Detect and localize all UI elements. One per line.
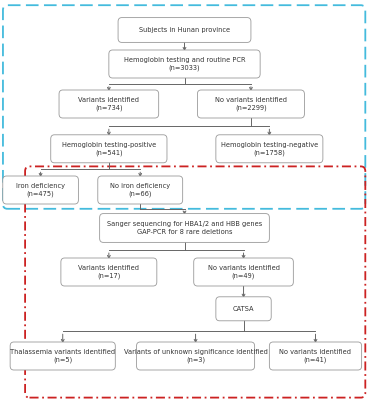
FancyBboxPatch shape [109,50,260,78]
Text: No variants identified
(n=41): No variants identified (n=41) [279,349,352,363]
FancyBboxPatch shape [269,342,362,370]
FancyBboxPatch shape [10,342,115,370]
Text: Hemoglobin testing-positive
(n=541): Hemoglobin testing-positive (n=541) [62,142,156,156]
Text: Variants identified
(n=734): Variants identified (n=734) [78,97,139,111]
Text: Subjects in Hunan province: Subjects in Hunan province [139,27,230,33]
FancyBboxPatch shape [100,214,269,242]
Text: CATSA: CATSA [233,306,254,312]
Text: No iron deficiency
(n=66): No iron deficiency (n=66) [110,183,170,197]
Text: No variants identified
(n=2299): No variants identified (n=2299) [215,97,287,111]
FancyBboxPatch shape [216,135,323,163]
FancyBboxPatch shape [98,176,183,204]
Text: Hemoglobin testing and routine PCR
(n=3033): Hemoglobin testing and routine PCR (n=30… [124,57,245,71]
Text: Sanger sequencing for HBA1/2 and HBB genes
GAP-PCR for 8 rare deletions: Sanger sequencing for HBA1/2 and HBB gen… [107,221,262,235]
Text: Variants of unknown significance identified
(n=3): Variants of unknown significance identif… [124,349,268,363]
FancyBboxPatch shape [137,342,255,370]
FancyBboxPatch shape [3,176,78,204]
FancyBboxPatch shape [118,18,251,42]
FancyBboxPatch shape [51,135,167,163]
FancyBboxPatch shape [194,258,293,286]
Text: Iron deficiency
(n=475): Iron deficiency (n=475) [16,183,65,197]
FancyBboxPatch shape [197,90,304,118]
FancyBboxPatch shape [59,90,159,118]
Text: Thalassemia variants identified
(n=5): Thalassemia variants identified (n=5) [10,349,115,363]
FancyBboxPatch shape [216,297,271,321]
Text: Variants identified
(n=17): Variants identified (n=17) [78,265,139,279]
FancyBboxPatch shape [61,258,157,286]
Text: No variants identified
(n=49): No variants identified (n=49) [207,265,280,279]
Text: Hemoglobin testing-negative
(n=1758): Hemoglobin testing-negative (n=1758) [221,142,318,156]
